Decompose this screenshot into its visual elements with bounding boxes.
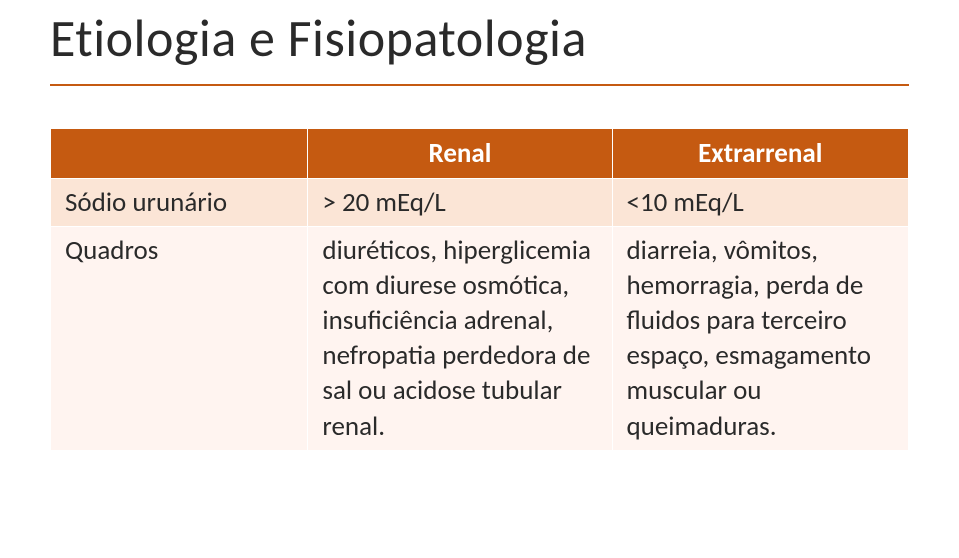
row2-renal: diuréticos, hiperglicemia com diurese os…	[308, 227, 612, 451]
slide-title: Etiologia e Fisiopatologia	[50, 0, 909, 86]
table-header-row: Renal Extrarrenal	[51, 129, 909, 179]
row1-renal: > 20 mEq/L	[308, 179, 612, 227]
table-row: Quadros diuréticos, hiperglicemia com di…	[51, 227, 909, 451]
row2-label: Quadros	[51, 227, 308, 451]
row2-extra: diarreia, vômitos, hemorragia, perda de …	[612, 227, 909, 451]
header-renal: Renal	[308, 129, 612, 179]
header-blank	[51, 129, 308, 179]
row1-label: Sódio urunário	[51, 179, 308, 227]
header-extrarrenal: Extrarrenal	[612, 129, 909, 179]
row1-extra: <10 mEq/L	[612, 179, 909, 227]
etiology-table: Renal Extrarrenal Sódio urunário > 20 mE…	[50, 128, 909, 451]
table-row: Sódio urunário > 20 mEq/L <10 mEq/L	[51, 179, 909, 227]
